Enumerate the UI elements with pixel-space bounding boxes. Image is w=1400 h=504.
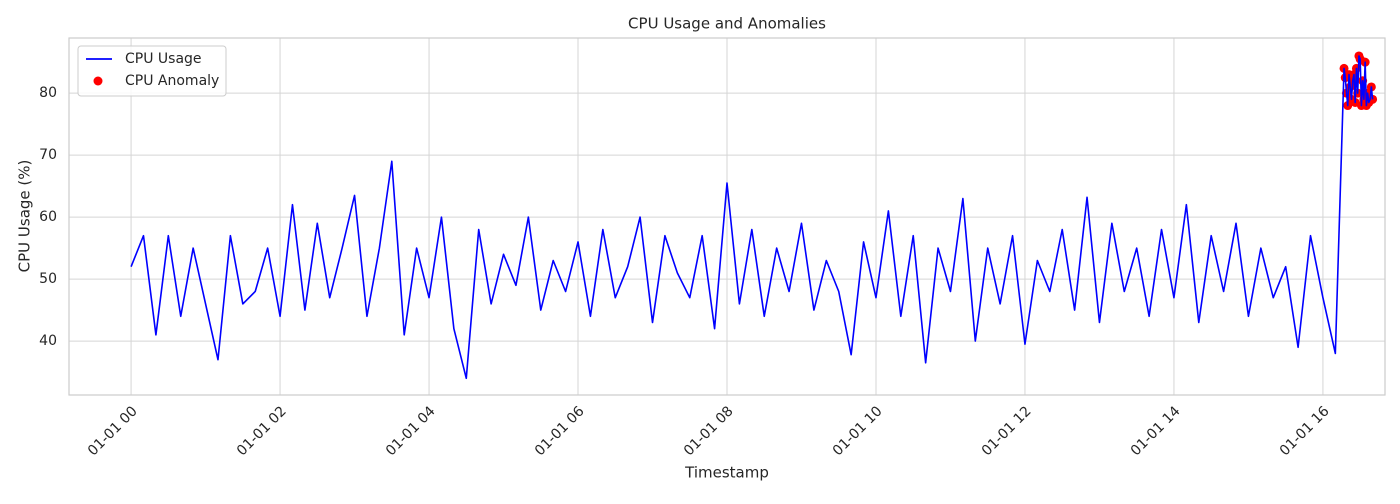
grid: [69, 38, 1385, 395]
y-axis-label: CPU Usage (%): [16, 160, 34, 273]
legend-label: CPU Usage: [125, 51, 202, 67]
cpu-line: [130, 55, 1374, 380]
legend-label: CPU Anomaly: [125, 73, 219, 89]
legend-swatch: [93, 76, 103, 86]
x-axis-label: Timestamp: [684, 464, 769, 482]
y-tick-label: 60: [39, 209, 57, 225]
y-tick-label: 80: [39, 85, 57, 101]
plot-frame: [68, 37, 1386, 396]
legend: CPU Usage CPU Anomaly: [77, 45, 227, 97]
y-tick-label: 50: [39, 271, 57, 287]
y-tick-label: 70: [39, 147, 57, 163]
marks: [130, 51, 1378, 380]
y-tick-label: 40: [39, 333, 57, 349]
chart-title: CPU Usage and Anomalies: [628, 15, 826, 33]
legend-box: [77, 45, 227, 97]
